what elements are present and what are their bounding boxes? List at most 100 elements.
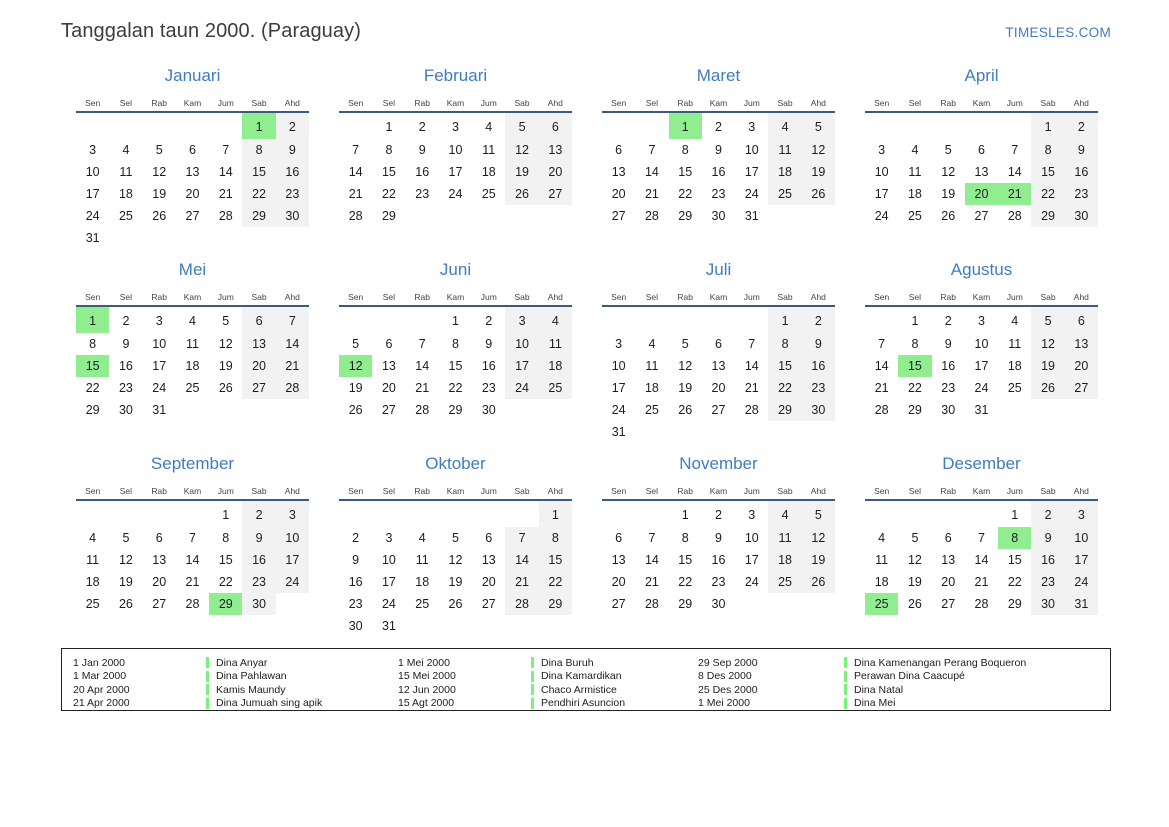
day-cell[interactable]: 8 [452, 337, 459, 351]
day-cell[interactable]: 10 [1064, 527, 1098, 549]
day-cell[interactable]: 29 [768, 399, 802, 421]
day-cell[interactable]: 28 [1007, 209, 1022, 223]
day-cell[interactable]: 11 [482, 143, 496, 157]
day-cell[interactable]: 28 [218, 209, 233, 223]
day-cell[interactable]: 9 [242, 527, 276, 549]
day-cell[interactable]: 22 [381, 187, 396, 201]
day-cell[interactable]: 25 [185, 381, 200, 395]
day-cell[interactable]: 28 [505, 593, 539, 615]
day-cell[interactable]: 24 [874, 209, 889, 223]
day-cell[interactable]: 22 [218, 575, 233, 589]
day-cell[interactable]: 14 [974, 553, 989, 567]
day-cell[interactable]: 7 [222, 143, 230, 157]
day-cell[interactable]: 19 [678, 381, 693, 395]
day-cell[interactable]: 9 [275, 139, 309, 161]
day-cell-holiday[interactable]: 1 [242, 112, 276, 139]
day-cell[interactable]: 28 [415, 403, 430, 417]
day-cell[interactable]: 17 [1064, 549, 1098, 571]
day-cell[interactable]: 23 [711, 187, 726, 201]
day-cell[interactable]: 11 [908, 165, 922, 179]
day-cell[interactable]: 4 [768, 500, 802, 527]
day-cell[interactable]: 2 [715, 508, 722, 522]
day-cell[interactable]: 11 [768, 139, 802, 161]
day-cell[interactable]: 1 [538, 500, 572, 527]
day-cell[interactable]: 25 [768, 183, 802, 205]
day-cell[interactable]: 21 [874, 381, 889, 395]
day-cell[interactable]: 4 [538, 306, 572, 333]
day-cell[interactable]: 2 [242, 500, 276, 527]
day-cell[interactable]: 21 [644, 187, 659, 201]
day-cell[interactable]: 8 [1031, 139, 1065, 161]
day-cell[interactable]: 17 [275, 549, 309, 571]
day-cell-holiday[interactable]: 1 [668, 112, 702, 139]
day-cell[interactable]: 20 [941, 575, 956, 589]
day-cell[interactable]: 12 [941, 165, 956, 179]
day-cell[interactable]: 24 [448, 187, 463, 201]
day-cell[interactable]: 17 [381, 575, 396, 589]
day-cell[interactable]: 2 [1064, 112, 1098, 139]
day-cell[interactable]: 9 [1031, 527, 1065, 549]
day-cell[interactable]: 31 [611, 425, 626, 439]
day-cell[interactable]: 27 [611, 597, 626, 611]
day-cell[interactable]: 20 [538, 161, 572, 183]
day-cell[interactable]: 21 [275, 355, 309, 377]
day-cell[interactable]: 14 [744, 359, 759, 373]
day-cell[interactable]: 3 [978, 314, 985, 328]
day-cell[interactable]: 15 [242, 161, 276, 183]
day-cell[interactable]: 3 [89, 143, 97, 157]
day-cell[interactable]: 27 [185, 209, 200, 223]
day-cell[interactable]: 2 [715, 120, 722, 134]
day-cell[interactable]: 8 [538, 527, 572, 549]
day-cell[interactable]: 16 [348, 575, 363, 589]
day-cell[interactable]: 14 [275, 333, 309, 355]
day-cell[interactable]: 4 [122, 143, 130, 157]
day-cell[interactable]: 24 [275, 571, 309, 593]
day-cell[interactable]: 30 [1064, 205, 1098, 227]
day-cell[interactable]: 11 [415, 553, 429, 567]
day-cell[interactable]: 3 [878, 143, 886, 157]
day-cell[interactable]: 19 [218, 359, 233, 373]
day-cell[interactable]: 31 [974, 403, 989, 417]
day-cell[interactable]: 5 [801, 500, 835, 527]
day-cell[interactable]: 30 [118, 403, 133, 417]
day-cell[interactable]: 18 [907, 187, 922, 201]
day-cell[interactable]: 26 [678, 403, 693, 417]
day-cell[interactable]: 28 [348, 209, 363, 223]
day-cell[interactable]: 17 [874, 187, 889, 201]
day-cell[interactable]: 29 [1007, 597, 1022, 611]
day-cell[interactable]: 12 [448, 553, 463, 567]
day-cell[interactable]: 2 [944, 314, 952, 328]
day-cell[interactable]: 10 [974, 337, 989, 351]
day-cell[interactable]: 19 [448, 575, 463, 589]
day-cell-holiday[interactable]: 12 [339, 355, 373, 377]
day-cell[interactable]: 28 [974, 597, 989, 611]
day-cell[interactable]: 17 [744, 553, 759, 567]
day-cell[interactable]: 30 [711, 209, 726, 223]
day-cell[interactable]: 29 [1031, 205, 1065, 227]
day-cell[interactable]: 11 [1008, 337, 1022, 351]
day-cell[interactable]: 29 [678, 597, 693, 611]
day-cell[interactable]: 3 [155, 314, 163, 328]
day-cell[interactable]: 19 [907, 575, 922, 589]
day-cell[interactable]: 26 [941, 209, 956, 223]
day-cell[interactable]: 6 [242, 306, 276, 333]
day-cell[interactable]: 18 [1007, 359, 1022, 373]
day-cell[interactable]: 6 [155, 531, 163, 545]
day-cell[interactable]: 15 [218, 553, 233, 567]
day-cell[interactable]: 1 [452, 314, 459, 328]
day-cell[interactable]: 28 [644, 597, 659, 611]
day-cell[interactable]: 18 [415, 575, 430, 589]
day-cell-holiday[interactable]: 1 [76, 306, 110, 333]
day-cell[interactable]: 1 [385, 120, 393, 134]
day-cell[interactable]: 11 [538, 333, 572, 355]
day-cell[interactable]: 21 [415, 381, 430, 395]
day-cell[interactable]: 22 [1007, 575, 1022, 589]
day-cell[interactable]: 10 [744, 143, 759, 157]
day-cell[interactable]: 28 [874, 403, 889, 417]
day-cell[interactable]: 11 [185, 337, 199, 351]
day-cell[interactable]: 22 [907, 381, 922, 395]
day-cell[interactable]: 29 [907, 403, 922, 417]
day-cell[interactable]: 23 [941, 381, 956, 395]
day-cell[interactable]: 20 [711, 381, 726, 395]
day-cell[interactable]: 2 [122, 314, 130, 328]
